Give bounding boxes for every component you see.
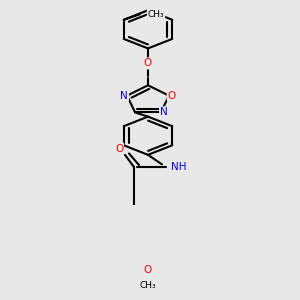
Text: O: O	[144, 265, 152, 275]
Text: NH: NH	[171, 162, 187, 172]
Text: CH₃: CH₃	[148, 10, 164, 19]
Text: N: N	[160, 107, 168, 117]
Text: CH₃: CH₃	[140, 280, 156, 290]
Text: N: N	[120, 91, 128, 100]
Text: O: O	[168, 91, 176, 100]
Text: O: O	[144, 58, 152, 68]
Text: O: O	[115, 144, 123, 154]
